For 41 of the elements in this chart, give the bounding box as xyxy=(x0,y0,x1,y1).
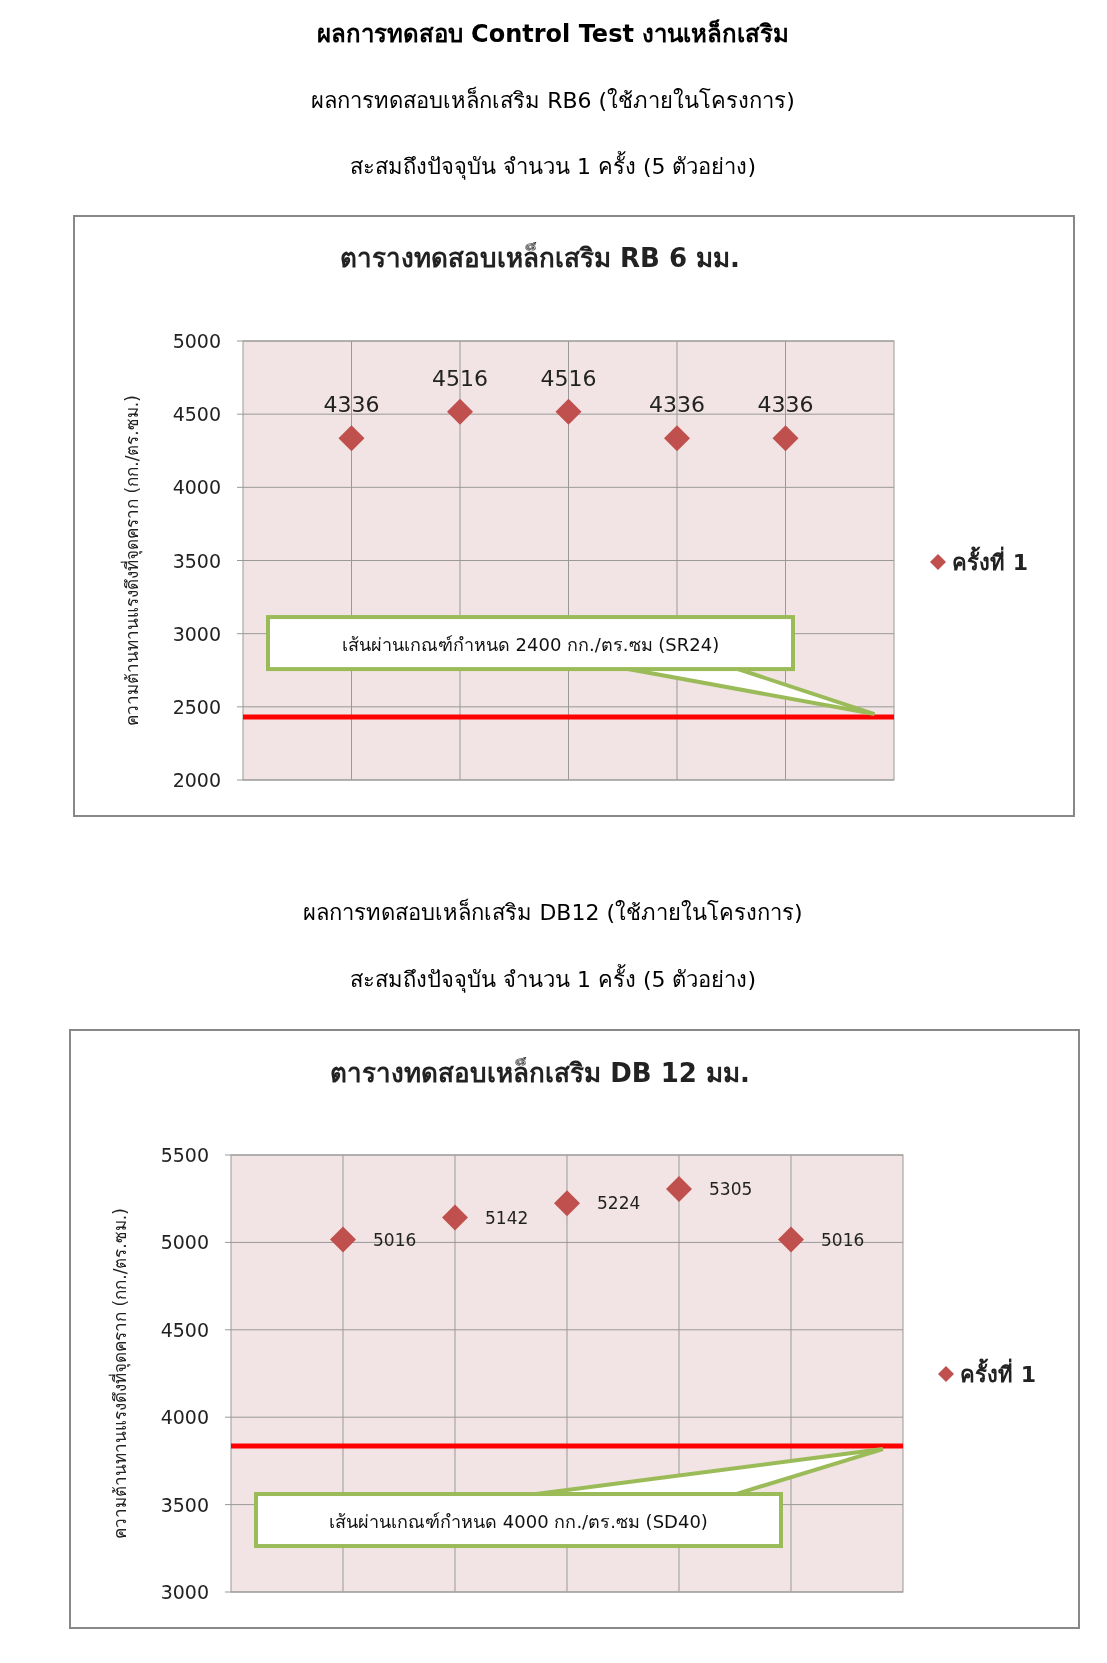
data-label: 4336 xyxy=(649,392,705,418)
ref-line-label: เส้นผ่านเกณฑ์กำหนด 2400 กก./ตร.ซม (SR24) xyxy=(341,634,720,656)
y-axis-title: ความต้านทานแรงดึงที่จุดคราก (กก./ตร.ซม.) xyxy=(108,1208,131,1539)
y-tick-label: 3000 xyxy=(160,1581,209,1603)
y-tick-label: 4000 xyxy=(160,1406,209,1429)
data-label: 4516 xyxy=(540,365,597,391)
y-tick-label: 3500 xyxy=(172,549,221,572)
point xyxy=(442,1204,468,1231)
data-label: 5305 xyxy=(709,1179,753,1200)
legend-label: ครั้งที่ 1 xyxy=(952,546,1028,575)
y-tick-label: 2000 xyxy=(172,769,221,791)
legend-label: ครั้งที่ 1 xyxy=(960,1358,1036,1387)
y-axis-title: ความต้านทานแรงดึงที่จุดคราก (กก./ตร.ซม.) xyxy=(120,395,143,726)
y-tick-label: 5000 xyxy=(172,330,221,352)
point xyxy=(778,1226,804,1253)
point xyxy=(330,1226,356,1253)
text: สะสมถึงปัจจุบัน จำนวน 1 ครั้ง (5 ตัวอย่าง) xyxy=(349,964,757,993)
y-tick-label: 4500 xyxy=(160,1318,209,1341)
data-label: 5142 xyxy=(485,1207,529,1228)
data-label: 4516 xyxy=(432,365,488,391)
data-label: 4336 xyxy=(323,392,380,418)
chart-title: ตารางทดสอบเหล็กเสริม DB 12 มม. xyxy=(330,1057,750,1088)
y-tick-label: 4000 xyxy=(172,476,221,499)
text: ผลการทดสอบ Control Test งานเหล็กเสริม xyxy=(316,19,790,48)
data-label: 5016 xyxy=(373,1229,417,1250)
data-label: 4336 xyxy=(757,392,814,418)
y-tick-label: 3000 xyxy=(172,622,221,645)
point xyxy=(666,1176,692,1203)
text: ผลการทดสอบเหล็กเสริม DB12 (ใช้ภายในโครงการ) xyxy=(303,898,803,925)
chart-title: ตารางทดสอบเหล็กเสริม RB 6 มม. xyxy=(340,242,740,273)
y-tick-label: 5500 xyxy=(160,1144,209,1166)
data-label: 5224 xyxy=(597,1193,641,1214)
point xyxy=(554,1190,580,1217)
y-tick-label: 3500 xyxy=(160,1493,209,1516)
y-tick-label: 5000 xyxy=(160,1231,209,1254)
data-label: 5016 xyxy=(821,1229,865,1250)
text: ผลการทดสอบเหล็กเสริม RB6 (ใช้ภายในโครงการ) xyxy=(311,86,795,113)
y-tick-label: 2500 xyxy=(172,695,221,718)
y-tick-label: 4500 xyxy=(172,403,221,426)
ref-line-label: เส้นผ่านเกณฑ์กำหนด 4000 กก./ตร.ซม (SD40) xyxy=(329,1511,708,1533)
text: สะสมถึงปัจจุบัน จำนวน 1 ครั้ง (5 ตัวอย่าง) xyxy=(349,151,757,180)
